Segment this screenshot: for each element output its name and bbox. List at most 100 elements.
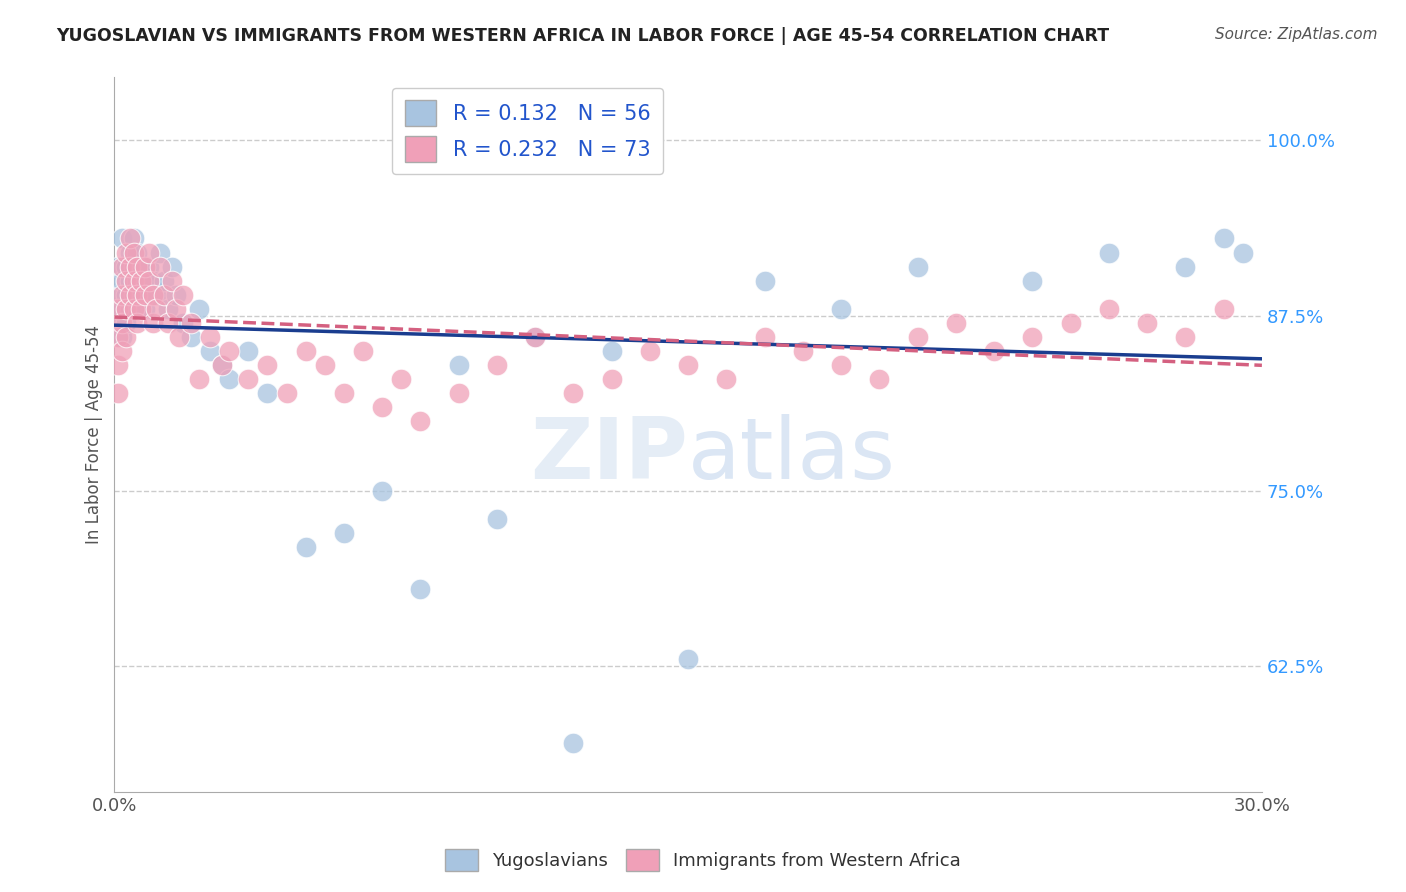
Point [129, 273, 152, 287]
Point [172, 287, 194, 301]
Point [122, 301, 145, 316]
Point [524, 329, 547, 343]
Point [122, 287, 145, 301]
Point [371, 400, 394, 414]
Point [111, 343, 134, 358]
Point [562, 736, 585, 750]
Point [409, 413, 432, 427]
Point [142, 287, 165, 301]
Point [149, 245, 172, 260]
Point [122, 260, 145, 274]
Point [371, 483, 394, 498]
Point [142, 316, 165, 330]
Point [198, 329, 221, 343]
Point [149, 260, 172, 274]
Point [211, 358, 233, 372]
Text: atlas: atlas [688, 415, 896, 498]
Point [165, 287, 187, 301]
Point [830, 358, 852, 372]
Point [138, 245, 160, 260]
Legend: Yugoslavians, Immigrants from Western Africa: Yugoslavians, Immigrants from Western Af… [439, 842, 967, 879]
Point [1021, 273, 1043, 287]
Point [218, 343, 240, 358]
Y-axis label: In Labor Force | Age 45-54: In Labor Force | Age 45-54 [86, 325, 103, 544]
Point [314, 358, 336, 372]
Point [129, 301, 152, 316]
Point [600, 343, 623, 358]
Point [754, 273, 776, 287]
Point [165, 301, 187, 316]
Point [218, 371, 240, 385]
Point [180, 316, 202, 330]
Point [129, 260, 152, 274]
Point [256, 358, 278, 372]
Point [145, 287, 167, 301]
Point [138, 273, 160, 287]
Text: ZIP: ZIP [530, 415, 688, 498]
Point [111, 301, 134, 316]
Point [389, 371, 412, 385]
Point [115, 260, 138, 274]
Point [294, 540, 316, 554]
Point [118, 231, 141, 245]
Point [127, 273, 149, 287]
Point [485, 511, 508, 525]
Point [676, 651, 699, 665]
Text: YUGOSLAVIAN VS IMMIGRANTS FROM WESTERN AFRICA IN LABOR FORCE | AGE 45-54 CORRELA: YUGOSLAVIAN VS IMMIGRANTS FROM WESTERN A… [56, 27, 1109, 45]
Point [107, 385, 129, 400]
Point [983, 343, 1005, 358]
Point [1136, 316, 1159, 330]
Point [352, 343, 374, 358]
Point [716, 371, 738, 385]
Point [122, 245, 145, 260]
Point [524, 329, 547, 343]
Point [1212, 231, 1234, 245]
Point [122, 273, 145, 287]
Point [115, 301, 138, 316]
Point [118, 245, 141, 260]
Legend: R = 0.132   N = 56, R = 0.232   N = 73: R = 0.132 N = 56, R = 0.232 N = 73 [392, 87, 662, 174]
Point [118, 273, 141, 287]
Point [107, 329, 129, 343]
Point [138, 260, 160, 274]
Point [127, 316, 149, 330]
Point [333, 525, 356, 540]
Point [447, 385, 470, 400]
Point [1174, 329, 1197, 343]
Point [145, 301, 167, 316]
Point [907, 329, 929, 343]
Point [792, 343, 814, 358]
Point [256, 385, 278, 400]
Point [134, 260, 156, 274]
Point [127, 260, 149, 274]
Point [127, 245, 149, 260]
Point [118, 301, 141, 316]
Point [134, 273, 156, 287]
Point [115, 273, 138, 287]
Point [294, 343, 316, 358]
Point [907, 260, 929, 274]
Point [142, 273, 165, 287]
Point [187, 371, 209, 385]
Point [830, 301, 852, 316]
Point [160, 273, 183, 287]
Point [638, 343, 661, 358]
Point [127, 287, 149, 301]
Point [134, 301, 156, 316]
Point [134, 287, 156, 301]
Point [211, 358, 233, 372]
Point [160, 260, 183, 274]
Point [276, 385, 298, 400]
Point [180, 329, 202, 343]
Point [107, 301, 129, 316]
Point [1174, 260, 1197, 274]
Point [118, 260, 141, 274]
Point [111, 287, 134, 301]
Point [945, 316, 967, 330]
Point [1212, 301, 1234, 316]
Point [122, 231, 145, 245]
Point [238, 343, 260, 358]
Point [111, 231, 134, 245]
Point [676, 358, 699, 372]
Point [153, 287, 176, 301]
